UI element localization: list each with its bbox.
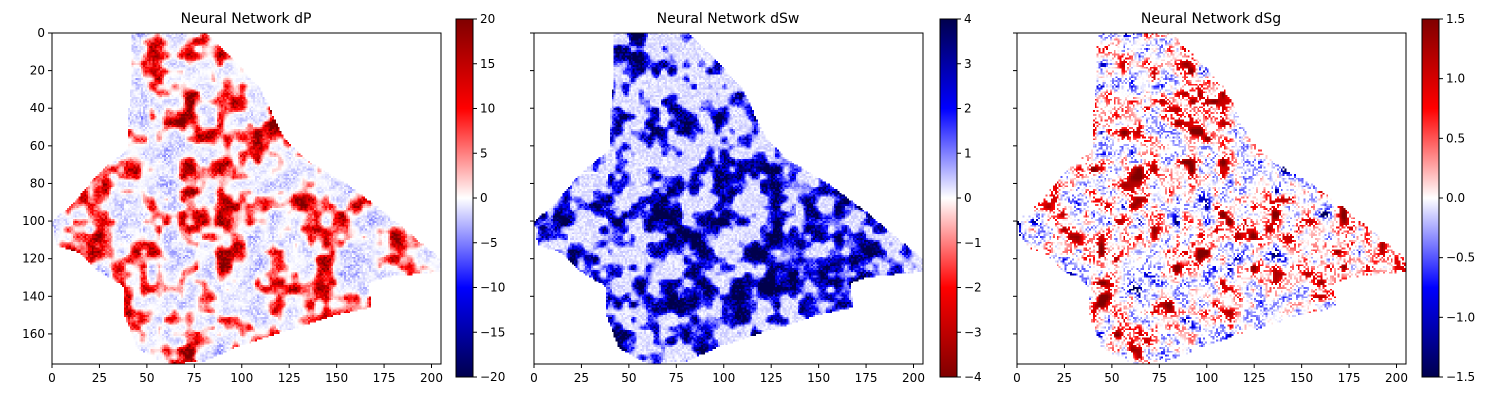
y-axis-ticks [530,32,534,335]
colorbar-gradient [456,19,473,377]
heatmap-image [1017,33,1406,364]
panel-title: Neural Network dSg [1141,11,1281,27]
colorbar: 20 15 10 5 0 −5 −10 −15 −20 [455,12,505,384]
colorbar-tick-label: 20 [480,12,495,26]
colorbar-tick-label: −2 [964,281,982,295]
x-tick-label: 0 [530,371,538,385]
x-tick-label: 100 [230,371,253,385]
x-tick-label: 150 [807,371,830,385]
colorbar-tick-label: 4 [964,12,972,26]
colorbar: 1.5 1.0 0.5 0.0 −0.5 −1.0 −1.5 [1421,12,1475,384]
x-tick-label: 50 [621,371,636,385]
panel-title: Neural Network dP [181,11,312,27]
heatmap-image [52,33,441,364]
x-tick-label: 175 [1338,371,1361,385]
y-tick-label: 20 [30,64,45,78]
colorbar-tick-label: −5 [480,236,498,250]
x-tick-label: 125 [760,371,783,385]
y-tick-label: 100 [22,214,45,228]
x-tick-label: 75 [1152,371,1167,385]
x-tick-label: 100 [712,371,735,385]
y-tick-label: 80 [30,176,45,190]
x-axis-ticks: 0 25 50 75 100 125 150 175 200 [530,364,925,385]
colorbar-tick-label: −20 [480,370,505,384]
colorbar: 4 3 2 1 0 −1 −2 −3 −4 [939,12,982,384]
plot-frame [533,32,924,365]
colorbar-tick-label: 2 [964,102,972,116]
colorbar-tick-label: 5 [480,146,488,160]
x-tick-label: 200 [902,371,925,385]
colorbar-tick-label: 0.5 [1446,131,1465,145]
colorbar-tick-label: 10 [480,102,495,116]
x-tick-label: 50 [139,371,154,385]
panel-title: Neural Network dSw [657,11,800,27]
colorbar-tick-label: 0.0 [1446,191,1465,205]
x-tick-label: 175 [855,371,878,385]
x-tick-label: 75 [669,371,684,385]
panel-dsw: Neural Network dSw 0 25 50 75 100 125 150 175 20… [530,11,982,385]
plot-frame [1016,32,1407,365]
colorbar-tick-label: 15 [480,57,495,71]
x-tick-label: 125 [278,371,301,385]
colorbar-gradient [940,19,957,377]
colorbar-tick-label: −0.5 [1446,251,1475,265]
x-tick-label: 100 [1195,371,1218,385]
colorbar-tick-label: 1.5 [1446,12,1465,26]
x-tick-label: 25 [574,371,589,385]
x-tick-label: 0 [48,371,56,385]
colorbar-tick-label: 1.0 [1446,72,1465,86]
x-tick-label: 150 [325,371,348,385]
x-axis-ticks: 0 25 50 75 100 125 150 175 200 [48,364,443,385]
y-tick-label: 120 [22,252,45,266]
x-tick-label: 200 [1385,371,1408,385]
colorbar-tick-label: 0 [480,191,488,205]
x-tick-label: 25 [92,371,107,385]
y-tick-label: 60 [30,139,45,153]
colorbar-gradient [1422,19,1439,377]
colorbar-tick-label: 1 [964,146,972,160]
panel-dp: Neural Network dP 0 25 50 75 100 125 150 175 200… [22,11,505,385]
x-tick-label: 50 [1104,371,1119,385]
x-axis-ticks: 0 25 50 75 100 125 150 175 200 [1013,364,1408,385]
colorbar-tick-label: 0 [964,191,972,205]
colorbar-tick-label: −1 [964,236,982,250]
heatmap-raster [52,33,441,364]
heatmap-image [534,33,923,364]
x-tick-label: 200 [420,371,443,385]
plot-frame [51,32,442,365]
y-axis-ticks: 0 20 40 60 80 100 120 140 160 [22,26,52,341]
x-tick-label: 150 [1290,371,1313,385]
colorbar-tick-label: −10 [480,281,505,295]
colorbar-tick-label: −4 [964,370,982,384]
colorbar-tick-label: −1.0 [1446,310,1475,324]
x-tick-label: 125 [1243,371,1266,385]
heatmap-raster [534,33,923,364]
colorbar-tick-label: −3 [964,325,982,339]
heatmap-raster [1017,33,1406,364]
x-tick-label: 25 [1057,371,1072,385]
y-axis-ticks [1013,32,1017,335]
colorbar-tick-label: −1.5 [1446,370,1475,384]
x-tick-label: 175 [373,371,396,385]
colorbar-tick-label: −15 [480,325,505,339]
y-tick-label: 40 [30,101,45,115]
x-tick-label: 0 [1013,371,1021,385]
y-tick-label: 160 [22,327,45,341]
y-tick-label: 140 [22,289,45,303]
x-tick-label: 75 [187,371,202,385]
panel-dsg: Neural Network dSg 0 25 50 75 100 125 150 175 20… [1013,11,1475,385]
y-tick-label: 0 [37,26,45,40]
colorbar-tick-label: 3 [964,57,972,71]
